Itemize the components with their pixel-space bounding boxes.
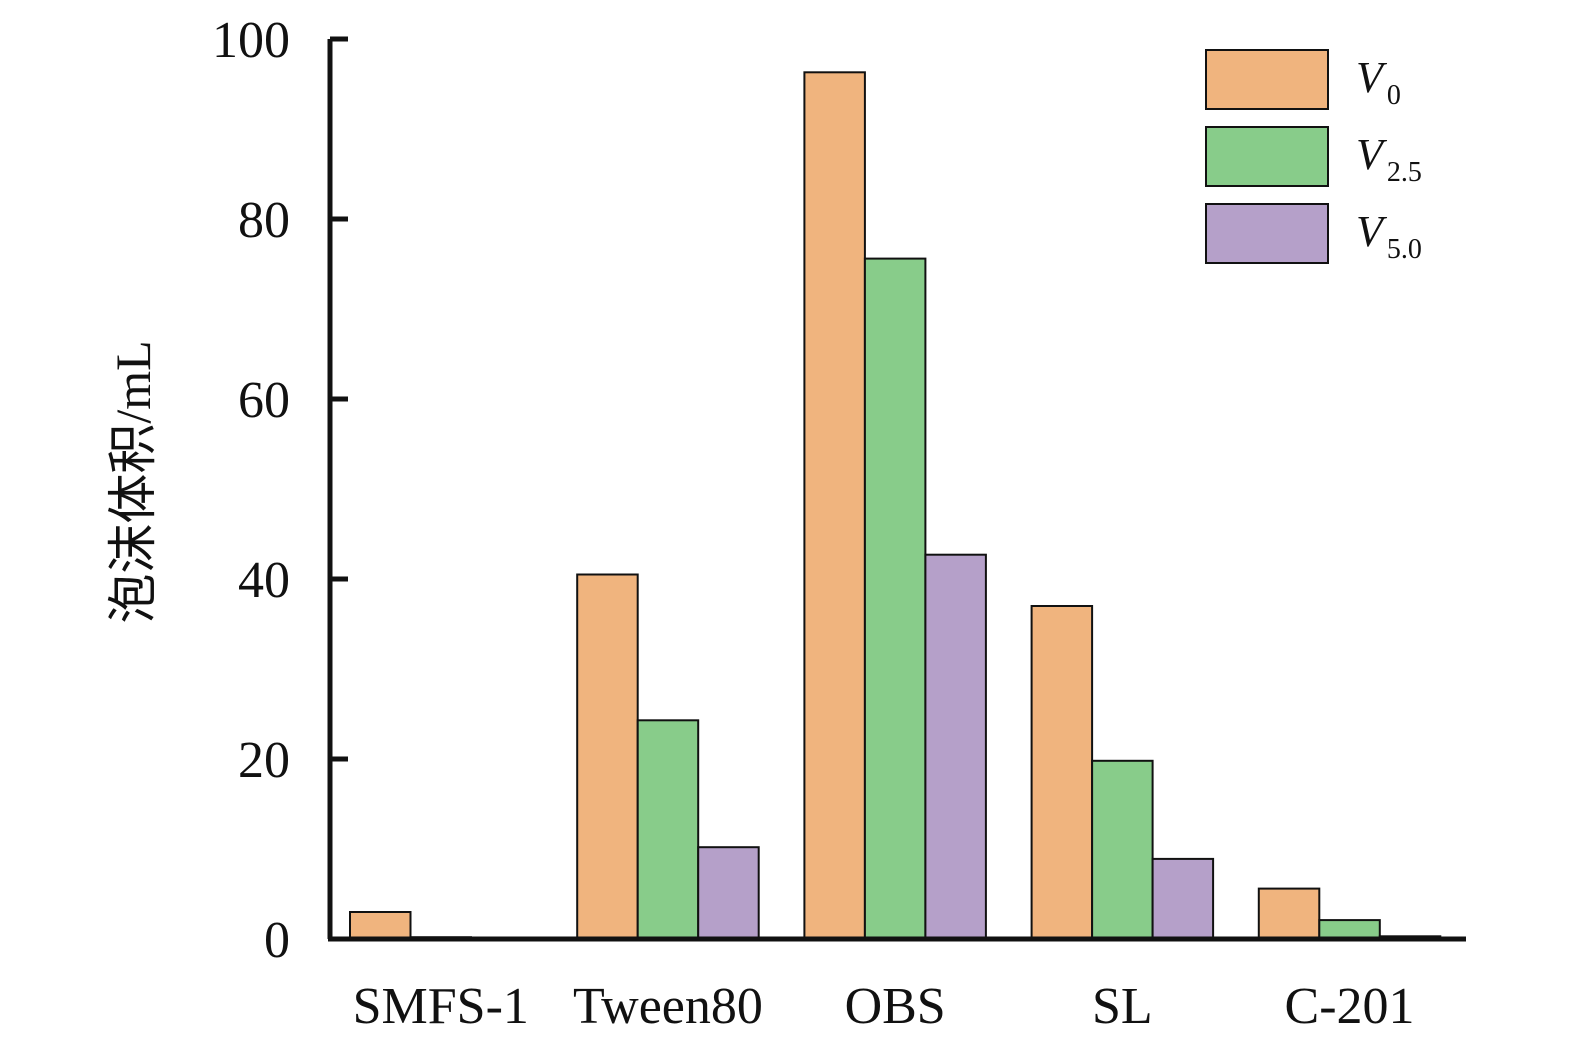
legend-label-main: V <box>1356 207 1388 256</box>
legend-label-subscript: 2.5 <box>1387 157 1422 188</box>
y-tick-label: 60 <box>238 372 290 429</box>
bar-obs-series-1 <box>803 71 866 941</box>
legend-label-subscript: 0 <box>1387 80 1401 111</box>
bar-sl-series-3 <box>1151 857 1215 941</box>
bar-obs-series-3 <box>924 553 987 940</box>
bar-sl-series-1 <box>1030 605 1094 940</box>
x-tick-label: SMFS-1 <box>353 978 529 1035</box>
y-tick-label: 20 <box>238 732 290 789</box>
legend-swatch <box>1205 126 1329 187</box>
bar-tween80-series-2 <box>636 719 700 940</box>
legend-swatch <box>1205 203 1329 264</box>
x-tick-label: SL <box>1092 978 1153 1035</box>
y-tick-label: 100 <box>212 12 290 69</box>
legend: V 0V 2.5V 5.0 <box>1205 49 1422 265</box>
legend-label: V 5.0 <box>1356 207 1422 265</box>
bar-sl-series-2 <box>1091 759 1154 940</box>
axes-group <box>327 39 1466 942</box>
legend-label-subscript: 5.0 <box>1387 234 1422 265</box>
bar-tween80-series-3 <box>697 846 760 941</box>
x-tick-label: Tween80 <box>573 978 763 1035</box>
legend-label: V 2.5 <box>1356 130 1422 188</box>
bar-c201-series-1 <box>1257 887 1321 940</box>
bars-group <box>349 71 1442 941</box>
bar-obs-series-2 <box>863 257 927 941</box>
legend-label-main: V <box>1356 130 1388 179</box>
y-tick-label: 80 <box>238 192 290 249</box>
y-ticks-group: 0 20 40 60 80 100 <box>212 12 348 969</box>
bar-c201-series-2 <box>1318 919 1381 940</box>
y-tick-label: 40 <box>238 552 290 609</box>
x-tick-label: C-201 <box>1285 978 1415 1035</box>
legend-swatch <box>1205 49 1329 110</box>
y-tick-label: 0 <box>264 912 290 969</box>
bar-tween80-series-1 <box>576 573 639 940</box>
x-ticks-group: SMFS-1 Tween80 OBS SL C-201 <box>353 978 1415 1035</box>
x-tick-label: OBS <box>845 978 946 1035</box>
y-axis-title: 泡沫体积/mL <box>105 340 161 623</box>
legend-label-main: V <box>1356 53 1388 102</box>
bar-smfs1-series-1 <box>349 911 412 940</box>
